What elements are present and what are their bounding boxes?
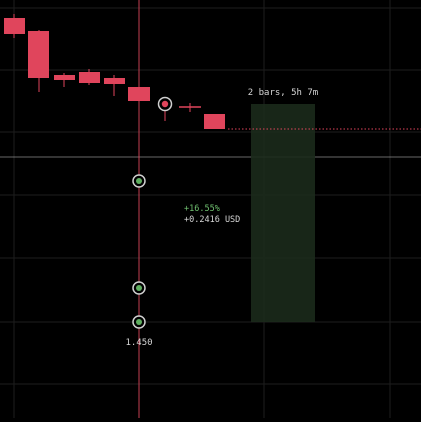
candle-body (79, 72, 100, 83)
green-handle-icon[interactable] (132, 281, 146, 295)
measure-amount: +0.2416 USD (184, 215, 240, 225)
candle-body (54, 75, 75, 80)
candle-body (4, 18, 25, 34)
price-label: 1.450 (125, 338, 152, 348)
time-range-selection[interactable] (251, 104, 315, 322)
candle-body (104, 78, 125, 84)
candles (4, 14, 225, 129)
candle-body (28, 31, 49, 78)
green-handle-icon[interactable] (132, 174, 146, 188)
measure-percent: +16.55% (184, 204, 220, 214)
red-handle-icon[interactable] (157, 96, 173, 112)
green-handle-icon[interactable] (132, 315, 146, 329)
range-label: 2 bars, 5h 7m (248, 88, 318, 98)
candle-body (204, 114, 225, 129)
